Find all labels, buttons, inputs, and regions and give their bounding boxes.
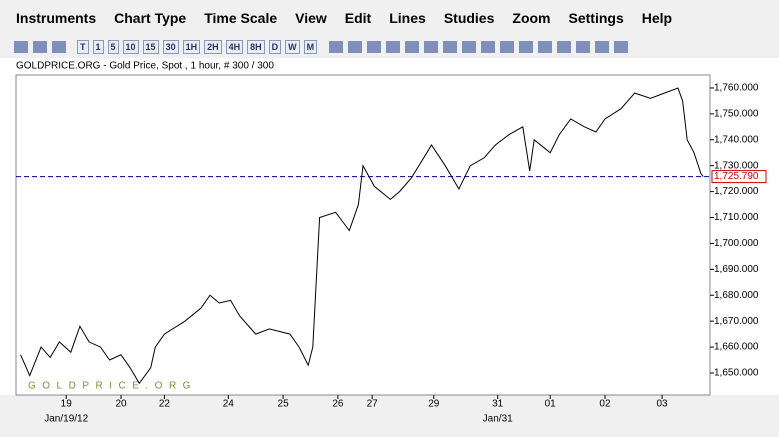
icon[interactable] <box>595 41 610 53</box>
x-tick-label: 01 <box>545 399 557 410</box>
x-tick-label: 24 <box>223 399 235 410</box>
axis-background <box>0 395 779 437</box>
icon[interactable] <box>481 41 496 53</box>
menu-bar: Instruments Chart Type Time Scale View Edit L… <box>0 0 779 37</box>
icon[interactable] <box>443 41 458 53</box>
x-tick-label: 27 <box>367 399 379 410</box>
current-price-label: 1,725.790 <box>714 171 759 182</box>
timescale-button[interactable]: 4H <box>225 40 244 54</box>
y-tick-label: 1,700.000 <box>714 238 759 249</box>
plot-frame <box>15 74 711 396</box>
x-tick-label: 22 <box>159 399 171 410</box>
icon[interactable] <box>348 41 363 53</box>
icon[interactable] <box>519 41 534 53</box>
timescale-button[interactable]: 5 <box>107 40 119 54</box>
timescale-button[interactable]: T <box>77 40 89 54</box>
y-tick-label: 1,720.000 <box>714 186 759 197</box>
chart-background <box>0 58 779 437</box>
menu-item[interactable]: Studies <box>443 10 495 26</box>
current-price-box <box>711 170 767 184</box>
icon[interactable] <box>367 41 382 53</box>
timescale-button[interactable]: 10 <box>122 40 139 54</box>
icon[interactable] <box>614 41 629 53</box>
icon[interactable] <box>52 41 66 53</box>
icon[interactable] <box>576 41 591 53</box>
icon[interactable] <box>500 41 515 53</box>
icon[interactable] <box>386 41 401 53</box>
timescale-button[interactable]: W <box>285 40 300 54</box>
icon[interactable] <box>329 41 344 53</box>
y-tick-label: 1,750.000 <box>714 109 759 120</box>
x-tick-label: 20 <box>115 399 127 410</box>
timescale-button[interactable]: 8H <box>247 40 265 54</box>
timescale-button[interactable]: 30 <box>162 40 179 54</box>
y-tick-label: 1,690.000 <box>714 264 759 275</box>
y-tick-label: 1,730.000 <box>714 160 759 171</box>
y-tick-label: 1,650.000 <box>714 368 759 379</box>
x-tick-label: 29 <box>428 399 440 410</box>
menu-item[interactable]: Instruments <box>16 10 97 26</box>
y-tick-label: 1,680.000 <box>714 290 759 301</box>
chart-title: GOLDPRICE.ORG - Gold Price, Spot , 1 hou… <box>16 61 274 72</box>
menu-item[interactable]: Settings <box>568 10 624 26</box>
x-tick-label: 03 <box>656 399 668 410</box>
x-tick-label: 26 <box>332 399 344 410</box>
timescale-button[interactable]: 1H <box>182 40 201 54</box>
menu-item[interactable]: View <box>295 10 327 26</box>
x-tick-label: 02 <box>599 399 611 410</box>
menu-item[interactable]: Chart Type <box>114 10 187 26</box>
menu-item[interactable]: Edit <box>344 10 372 26</box>
timescale-buttons: T 1 5 10 15 30 1H 2H 4H 8H D W M <box>77 40 321 54</box>
menu-item[interactable]: Zoom <box>512 10 551 26</box>
timescale-button[interactable]: 2H <box>204 40 222 54</box>
timescale-button[interactable]: D <box>268 40 282 54</box>
icon[interactable] <box>405 41 420 53</box>
icon[interactable] <box>538 41 553 53</box>
y-tick-label: 1,660.000 <box>714 342 759 353</box>
icon[interactable] <box>424 41 439 53</box>
x-tick-label: 31 <box>492 399 504 410</box>
y-tick-label: 1,670.000 <box>714 316 759 327</box>
y-tick-label: 1,710.000 <box>714 212 759 223</box>
menu-item[interactable]: Lines <box>389 10 426 26</box>
watermark: GOLDPRICE.ORG <box>28 381 197 392</box>
icon[interactable] <box>14 41 28 53</box>
timescale-button[interactable]: M <box>303 40 318 54</box>
y-tick-label: 1,760.000 <box>714 83 759 94</box>
menu-item[interactable]: Help <box>641 10 673 26</box>
menu-item[interactable]: Time Scale <box>204 10 278 26</box>
icon[interactable] <box>462 41 477 53</box>
chart: GOLDPRICE.ORG - Gold Price, Spot , 1 hou… <box>0 58 779 437</box>
toolbar: T 1 5 10 15 30 1H 2H 4H 8H D W M <box>0 36 779 58</box>
x-tick-label: 19 <box>61 399 73 410</box>
date-label: Jan/19/12 <box>44 414 88 425</box>
price-line <box>20 87 704 385</box>
timescale-button[interactable]: 15 <box>142 40 159 54</box>
y-tick-label: 1,740.000 <box>714 134 759 145</box>
x-tick-label: 25 <box>278 399 290 410</box>
date-label: Jan/31 <box>483 414 513 425</box>
icon[interactable] <box>557 41 572 53</box>
icon[interactable] <box>33 41 47 53</box>
timescale-button[interactable]: 1 <box>92 40 104 54</box>
